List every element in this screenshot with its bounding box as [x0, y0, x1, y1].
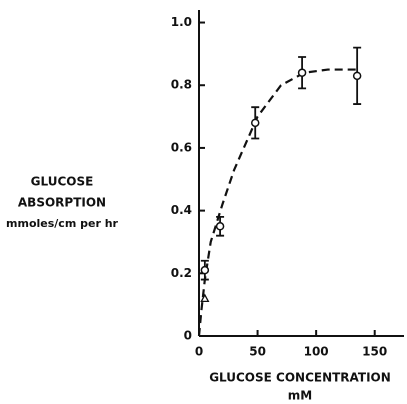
x-tick-label: 50	[249, 345, 266, 359]
data-point	[250, 118, 260, 128]
y-axis-label: GLUCOSE	[31, 175, 94, 189]
x-axis-label: mM	[288, 389, 312, 403]
data-point	[352, 71, 362, 81]
y-tick-label: 0.2	[171, 266, 192, 280]
data-point	[200, 265, 210, 275]
y-tick-label: 0.8	[171, 78, 192, 92]
x-tick-label: 0	[195, 345, 203, 359]
y-tick-label: 0.4	[171, 203, 192, 217]
y-tick-label: 0.6	[171, 140, 192, 154]
data-point	[215, 222, 225, 231]
x-tick-label: 150	[362, 345, 387, 359]
data-point	[297, 68, 307, 77]
triangle-point	[200, 293, 210, 303]
y-tick-label: 0	[184, 329, 192, 343]
y-tick-label: 1.0	[171, 15, 192, 29]
x-axis-label: GLUCOSE CONCENTRATION	[209, 371, 391, 385]
fit-curve	[197, 68, 358, 337]
x-tick-label: 100	[304, 345, 329, 359]
y-axis-label: mmoles/cm per hr	[6, 217, 119, 230]
y-axis-label: ABSORPTION	[18, 196, 106, 210]
